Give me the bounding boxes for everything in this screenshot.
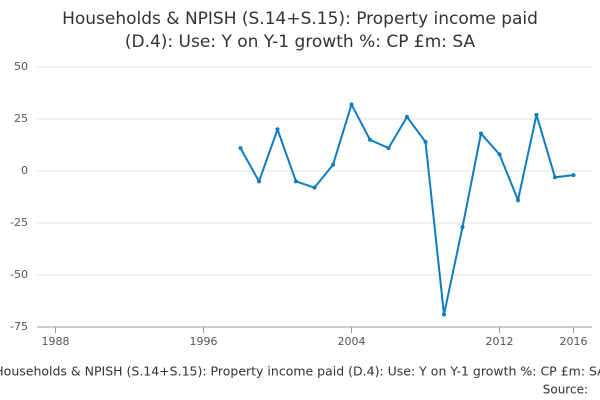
point	[405, 114, 409, 119]
chart-title: (D.4): Use: Y on Y-1 growth %: CP £m: SA	[125, 32, 476, 52]
y-tick-label: -25	[10, 216, 28, 229]
x-tick-label: 1996	[190, 335, 218, 348]
point	[479, 131, 483, 136]
point	[349, 102, 354, 107]
point	[497, 152, 502, 157]
point	[368, 137, 372, 142]
x-tick-label: 1988	[42, 335, 70, 348]
point	[312, 185, 317, 190]
point	[553, 175, 557, 180]
chart-title: Households & NPISH (S.14+S.15): Property…	[62, 9, 538, 29]
point	[442, 312, 446, 317]
legend-label: Households & NPISH (S.14+S.15): Property…	[0, 364, 600, 379]
series-line	[239, 101, 574, 315]
x-tick-label: 2012	[486, 335, 514, 348]
y-tick-label: 50	[14, 60, 28, 73]
point	[257, 179, 261, 184]
y-tick-label: 0	[21, 164, 28, 177]
point	[534, 112, 539, 117]
point	[238, 146, 243, 151]
x-tick-label: 2016	[560, 335, 588, 348]
point	[571, 173, 576, 178]
point	[331, 162, 335, 167]
point	[423, 139, 428, 144]
point	[460, 225, 465, 230]
y-tick-label: -50	[10, 268, 28, 281]
x-tick-label: 2004	[338, 335, 366, 348]
y-tick-label: -75	[10, 320, 28, 333]
source: Source:	[543, 383, 588, 397]
point	[275, 127, 280, 132]
y-tick-label: 25	[14, 112, 28, 125]
point	[294, 179, 298, 184]
point	[386, 146, 391, 151]
point	[516, 198, 520, 203]
